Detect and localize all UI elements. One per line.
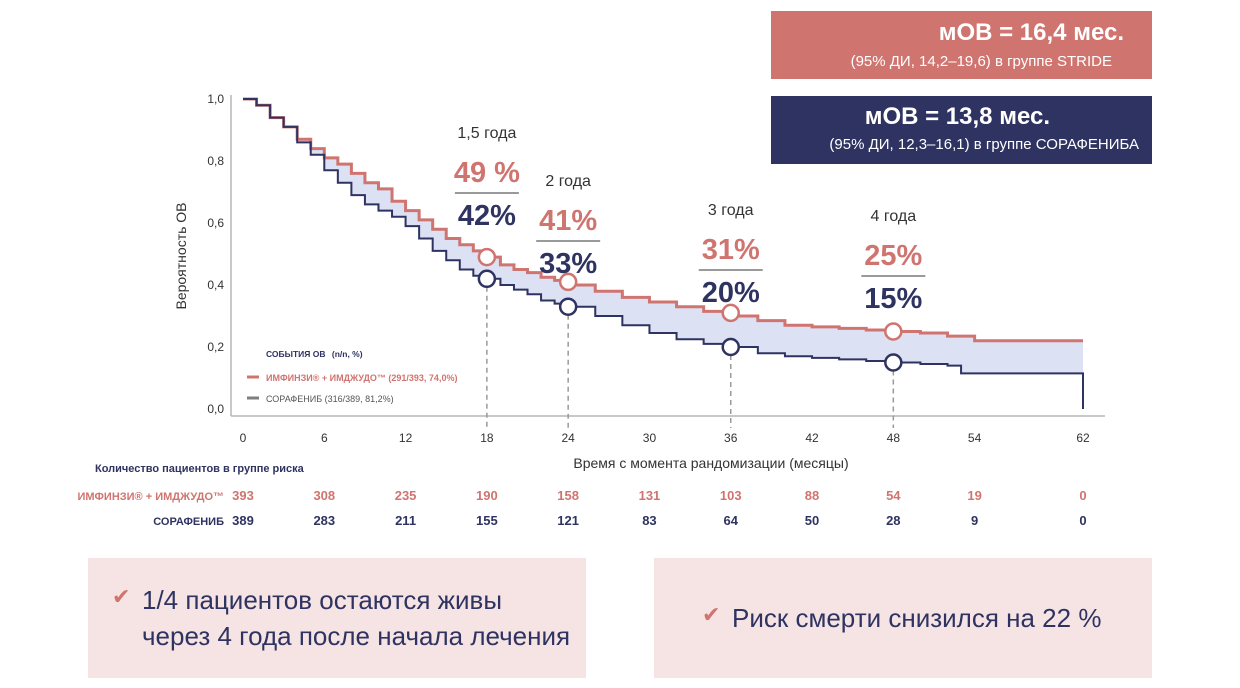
risk-cell: 19 bbox=[967, 488, 981, 503]
footer-right-text: Риск смерти снизился на 22 % bbox=[732, 603, 1102, 633]
timepoint-label: 3 года bbox=[708, 202, 754, 219]
risk-cell: 103 bbox=[720, 488, 742, 503]
stride-timepoint-marker bbox=[558, 272, 578, 292]
x-axis-label: Время с момента рандомизации (месяцы) bbox=[573, 455, 848, 471]
risk-cell: 83 bbox=[642, 513, 656, 528]
risk-cell: 308 bbox=[313, 488, 335, 503]
sorafenib-timepoint-marker bbox=[477, 269, 497, 289]
risk-cell: 155 bbox=[476, 513, 498, 528]
risk-cell: 393 bbox=[232, 488, 254, 503]
risk-table-title: Количество пациентов в группе риска bbox=[95, 463, 304, 475]
risk-row-label: ИМФИНЗИ® + ИМДЖУДО™ bbox=[77, 491, 224, 503]
risk-cell: 389 bbox=[232, 513, 254, 528]
sorafenib-timepoint-value: 15% bbox=[864, 283, 922, 315]
legend-stride-label: ИМФИНЗИ® + ИМДЖУДО™ (291/393, 74,0%) bbox=[266, 373, 457, 383]
stride-median-title: мОВ = 16,4 мес. bbox=[938, 19, 1124, 46]
timepoint-label: 2 года bbox=[545, 173, 591, 190]
x-tick-label: 24 bbox=[561, 431, 575, 445]
x-tick-label: 62 bbox=[1076, 431, 1090, 445]
y-tick-label: 1,0 bbox=[207, 92, 224, 106]
stride-timepoint-value: 41% bbox=[539, 205, 597, 237]
risk-cell: 131 bbox=[639, 488, 661, 503]
risk-row-label: СОРАФЕНИБ bbox=[153, 516, 224, 528]
x-tick-label: 6 bbox=[321, 431, 328, 445]
sorafenib-timepoint-value: 33% bbox=[539, 248, 597, 280]
x-tick-label: 18 bbox=[480, 431, 494, 445]
stride-survival-line bbox=[243, 97, 1083, 343]
timepoint-label: 1,5 года bbox=[457, 125, 516, 142]
legend-title-suffix: (n/n, %) bbox=[332, 349, 363, 359]
x-tick-label: 0 bbox=[240, 431, 247, 445]
sorafenib-timepoint-value: 42% bbox=[458, 200, 516, 232]
check-icon: ✔ bbox=[702, 602, 721, 627]
stride-timepoint-value: 25% bbox=[864, 240, 922, 272]
risk-cell: 0 bbox=[1079, 488, 1086, 503]
svg-text:СОБЫТИЯ ОВ (n/n, %): СОБЫТИЯ ОВ (n/n, %) bbox=[266, 349, 363, 359]
sorafenib-timepoint-value: 20% bbox=[702, 277, 760, 309]
stride-timepoint-value: 31% bbox=[702, 234, 760, 266]
footer-left-box: ✔ 1/4 пациентов остаются живы через 4 го… bbox=[88, 558, 586, 678]
sorafenib-timepoint-marker bbox=[884, 353, 903, 372]
timepoint-label: 4 года bbox=[871, 208, 917, 225]
sorafenib-timepoint-marker bbox=[558, 297, 578, 316]
y-tick-label: 0,4 bbox=[207, 278, 224, 292]
risk-cell: 211 bbox=[395, 513, 416, 528]
y-tick-label: 0,0 bbox=[207, 402, 224, 416]
risk-cell: 88 bbox=[805, 488, 819, 503]
sorafenib-survival-line bbox=[243, 98, 1084, 409]
risk-cell: 50 bbox=[805, 513, 819, 528]
stride-median-subtitle: (95% ДИ, 14,2–19,6) в группе STRIDE bbox=[850, 53, 1112, 70]
footer-left-line2: через 4 года после начала лечения bbox=[142, 621, 571, 651]
y-axis-label: Вероятность ОВ bbox=[173, 202, 189, 309]
risk-cell: 235 bbox=[395, 488, 417, 503]
legend-sorafenib-label: СОРАФЕНИБ (316/389, 81,2%) bbox=[266, 394, 394, 404]
x-tick-label: 54 bbox=[968, 431, 982, 445]
footer-right-box: ✔ Риск смерти снизился на 22 % bbox=[654, 558, 1152, 678]
x-tick-label: 30 bbox=[643, 431, 657, 445]
check-icon: ✔ bbox=[112, 584, 131, 609]
risk-cell: 28 bbox=[886, 513, 900, 528]
sorafenib-timepoint-marker bbox=[721, 337, 740, 357]
sorafenib-median-title: мОВ = 13,8 мес. bbox=[864, 103, 1050, 130]
stride-timepoint-marker bbox=[721, 303, 740, 323]
y-tick-label: 0,6 bbox=[207, 216, 224, 230]
sorafenib-median-subtitle: (95% ДИ, 12,3–16,1) в группе СОРАФЕНИБА bbox=[829, 136, 1139, 153]
legend: СОБЫТИЯ ОВ (n/n, %) ИМФИНЗИ® + ИМДЖУДО™ … bbox=[247, 349, 457, 404]
survival-difference-area bbox=[243, 99, 1083, 374]
km-chart: 0,0 0,2 0,4 0,6 0,8 1,0 0 6 12 18 24 30 36 42 48 54 62 1… bbox=[77, 92, 1105, 528]
stride-median-box: мОВ = 16,4 мес. (95% ДИ, 14,2–19,6) в гр… bbox=[771, 11, 1152, 79]
x-tick-label: 36 bbox=[724, 431, 738, 445]
risk-cell: 158 bbox=[557, 488, 579, 503]
y-tick-label: 0,8 bbox=[207, 154, 224, 168]
footer-left-line1: 1/4 пациентов остаются живы bbox=[142, 585, 503, 615]
sorafenib-median-box: мОВ = 13,8 мес. (95% ДИ, 12,3–16,1) в гр… bbox=[771, 96, 1152, 164]
stride-timepoint-marker bbox=[477, 247, 497, 267]
y-tick-label: 0,2 bbox=[207, 340, 224, 354]
risk-cell: 0 bbox=[1079, 513, 1086, 528]
legend-title: СОБЫТИЯ ОВ bbox=[266, 349, 326, 359]
stride-timepoint-marker bbox=[884, 322, 903, 341]
risk-cell: 64 bbox=[724, 513, 739, 528]
x-tick-label: 42 bbox=[805, 431, 819, 445]
stride-timepoint-value: 49 % bbox=[454, 157, 520, 189]
risk-cell: 190 bbox=[476, 488, 498, 503]
risk-cell: 9 bbox=[971, 513, 978, 528]
risk-cell: 121 bbox=[557, 513, 579, 528]
x-tick-label: 12 bbox=[399, 431, 413, 445]
risk-cell: 283 bbox=[313, 513, 335, 528]
risk-cell: 54 bbox=[886, 488, 901, 503]
x-tick-label: 48 bbox=[887, 431, 901, 445]
